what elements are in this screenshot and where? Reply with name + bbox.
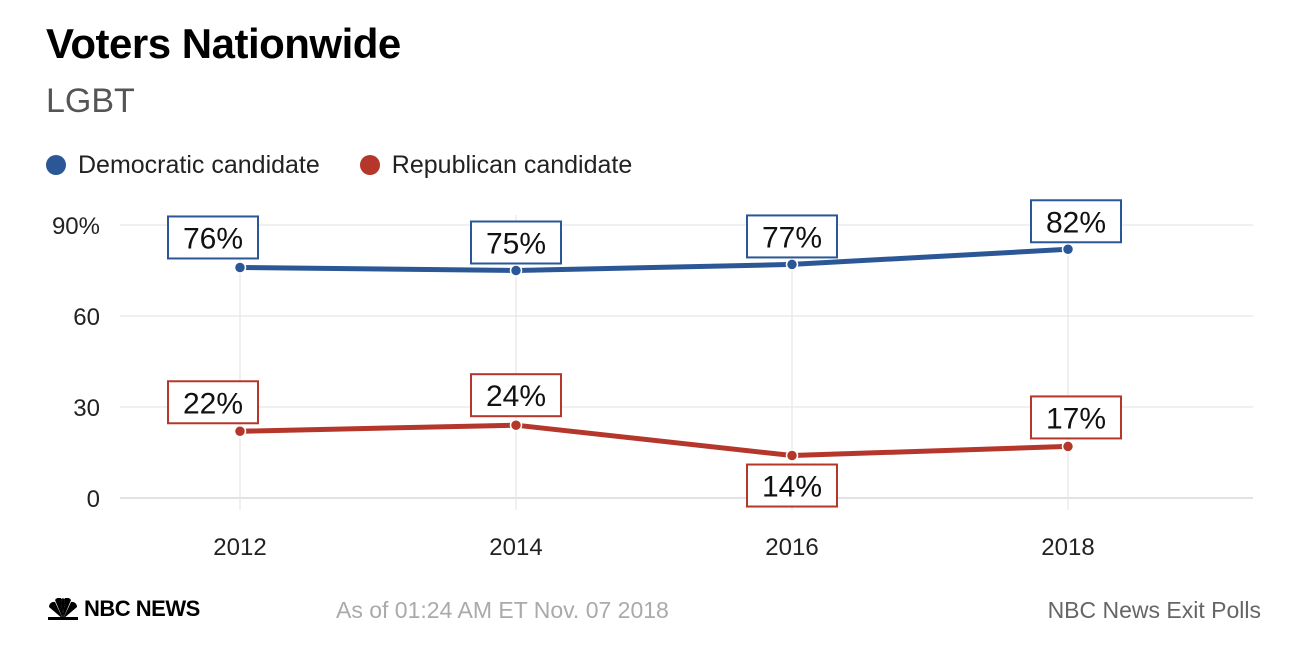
nbc-news-logo: NBC NEWS xyxy=(46,596,200,622)
chart-subtitle: LGBT xyxy=(46,82,135,120)
data-label-box xyxy=(1030,395,1122,440)
source-credit: NBC News Exit Polls xyxy=(1047,597,1261,623)
line-chart: 0 30 60 90% 2012 2014 2016 2018 76% 75% 77% 82% 22% 2… xyxy=(52,199,1253,561)
data-label-box xyxy=(1030,199,1122,244)
data-label: 76% xyxy=(183,222,243,255)
series-line-republican xyxy=(237,422,1071,459)
data-label: 14% xyxy=(762,471,822,504)
y-tick-label: 30 xyxy=(73,395,100,422)
legend-item-democratic: Democratic candidate xyxy=(46,151,320,180)
data-label-box xyxy=(746,214,838,259)
data-label: 77% xyxy=(762,221,822,254)
data-label: 22% xyxy=(183,387,243,420)
data-label-box xyxy=(746,463,838,508)
data-label-box xyxy=(470,220,562,265)
logo-text: NBC NEWS xyxy=(84,596,200,621)
data-point xyxy=(509,264,523,277)
legend-dot-democratic xyxy=(46,155,66,175)
x-tick-label: 2012 xyxy=(213,534,266,561)
data-label-box xyxy=(167,380,259,425)
x-tick-label: 2016 xyxy=(765,534,818,561)
data-label: 82% xyxy=(1046,206,1106,239)
data-label-box xyxy=(167,215,259,260)
data-point xyxy=(785,258,799,271)
timestamp: As of 01:24 AM ET Nov. 07 2018 xyxy=(336,597,669,623)
data-point xyxy=(509,418,523,432)
y-tick-label: 60 xyxy=(73,304,100,331)
legend-item-republican: Republican candidate xyxy=(359,150,633,180)
legend-dot-republican xyxy=(359,155,380,175)
legend: Democratic candidate Republican candidat… xyxy=(46,150,672,180)
data-label: 17% xyxy=(1046,402,1106,435)
data-point xyxy=(1061,440,1075,453)
x-tick-label: 2014 xyxy=(489,534,542,561)
data-point xyxy=(785,449,799,462)
data-point xyxy=(233,261,247,274)
chart-title: Voters Nationwide xyxy=(46,20,401,67)
data-label-box xyxy=(470,373,562,418)
data-point xyxy=(233,425,247,438)
y-tick-label: 90% xyxy=(52,213,100,240)
peacock-icon xyxy=(48,598,78,620)
data-point xyxy=(1061,243,1075,256)
series-line-democratic xyxy=(237,246,1071,273)
legend-label-republican: Republican candidate xyxy=(391,150,633,179)
data-label: 75% xyxy=(486,228,546,261)
legend-label-democratic: Democratic candidate xyxy=(78,150,320,179)
x-tick-label: 2018 xyxy=(1041,534,1094,561)
y-tick-label: 0 xyxy=(87,486,100,513)
data-label: 24% xyxy=(486,380,546,413)
